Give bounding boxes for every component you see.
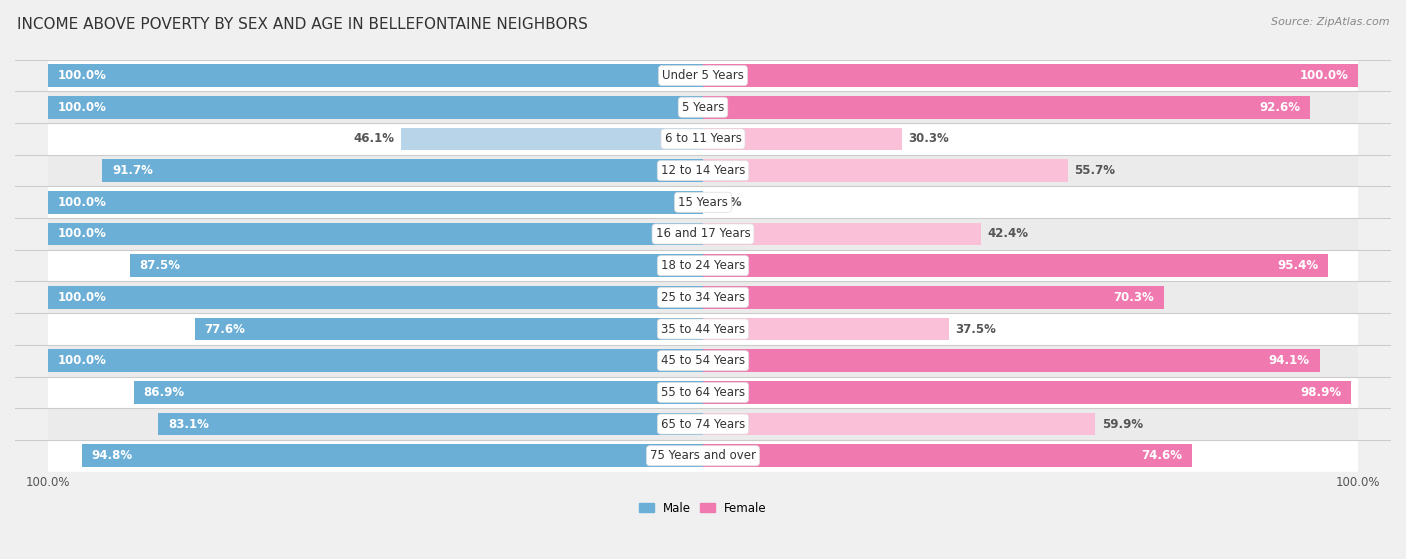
Text: 94.1%: 94.1% [1268,354,1310,367]
Bar [48,313,1358,345]
Text: 94.8%: 94.8% [91,449,132,462]
Text: 98.9%: 98.9% [1301,386,1341,399]
Text: 75 Years and over: 75 Years and over [650,449,756,462]
Text: 100.0%: 100.0% [1299,69,1348,82]
Bar [703,127,901,150]
Bar [48,282,1358,313]
Bar [159,413,703,435]
Bar [48,60,1358,92]
Bar [48,64,703,87]
Text: 37.5%: 37.5% [955,323,995,335]
Bar [134,381,703,404]
Bar [48,377,1358,408]
Bar [48,250,1358,282]
Bar [703,318,949,340]
Text: 86.9%: 86.9% [143,386,184,399]
Text: 100.0%: 100.0% [58,196,107,209]
Text: 45 to 54 Years: 45 to 54 Years [661,354,745,367]
Bar [703,381,1351,404]
Bar [48,408,1358,440]
Bar [401,127,703,150]
Text: 100.0%: 100.0% [58,228,107,240]
Text: 87.5%: 87.5% [139,259,180,272]
Text: 91.7%: 91.7% [112,164,153,177]
Text: 25 to 34 Years: 25 to 34 Years [661,291,745,304]
Text: 42.4%: 42.4% [987,228,1028,240]
Legend: Male, Female: Male, Female [634,497,772,519]
Text: 74.6%: 74.6% [1142,449,1182,462]
Text: 55 to 64 Years: 55 to 64 Years [661,386,745,399]
Bar [82,444,703,467]
Text: 12 to 14 Years: 12 to 14 Years [661,164,745,177]
Bar [703,222,981,245]
Text: 15 Years: 15 Years [678,196,728,209]
Text: 70.3%: 70.3% [1114,291,1154,304]
Text: 46.1%: 46.1% [353,132,394,145]
Bar [129,254,703,277]
Bar [48,222,703,245]
Bar [48,155,1358,187]
Bar [703,96,1310,119]
Bar [48,187,1358,218]
Bar [48,96,703,119]
Text: 18 to 24 Years: 18 to 24 Years [661,259,745,272]
Text: 59.9%: 59.9% [1102,418,1143,430]
Bar [703,254,1329,277]
Text: INCOME ABOVE POVERTY BY SEX AND AGE IN BELLEFONTAINE NEIGHBORS: INCOME ABOVE POVERTY BY SEX AND AGE IN B… [17,17,588,32]
Bar [703,159,1069,182]
Text: 100.0%: 100.0% [58,69,107,82]
Text: Under 5 Years: Under 5 Years [662,69,744,82]
Bar [103,159,703,182]
Text: 77.6%: 77.6% [204,323,245,335]
Bar [48,349,703,372]
Text: 95.4%: 95.4% [1277,259,1319,272]
Bar [48,123,1358,155]
Text: 100.0%: 100.0% [58,354,107,367]
Bar [48,440,1358,472]
Text: Source: ZipAtlas.com: Source: ZipAtlas.com [1271,17,1389,27]
Text: 16 and 17 Years: 16 and 17 Years [655,228,751,240]
Bar [48,286,703,309]
Bar [48,345,1358,377]
Bar [48,92,1358,123]
Bar [48,218,1358,250]
Bar [703,64,1358,87]
Bar [703,444,1192,467]
Text: 5 Years: 5 Years [682,101,724,113]
Text: 100.0%: 100.0% [58,101,107,113]
Bar [703,349,1320,372]
Bar [48,191,703,214]
Bar [703,286,1164,309]
Text: 0.0%: 0.0% [710,196,742,209]
Text: 83.1%: 83.1% [169,418,209,430]
Text: 100.0%: 100.0% [58,291,107,304]
Text: 65 to 74 Years: 65 to 74 Years [661,418,745,430]
Text: 55.7%: 55.7% [1074,164,1115,177]
Text: 6 to 11 Years: 6 to 11 Years [665,132,741,145]
Text: 30.3%: 30.3% [908,132,949,145]
Bar [703,413,1095,435]
Text: 92.6%: 92.6% [1258,101,1301,113]
Bar [194,318,703,340]
Text: 35 to 44 Years: 35 to 44 Years [661,323,745,335]
